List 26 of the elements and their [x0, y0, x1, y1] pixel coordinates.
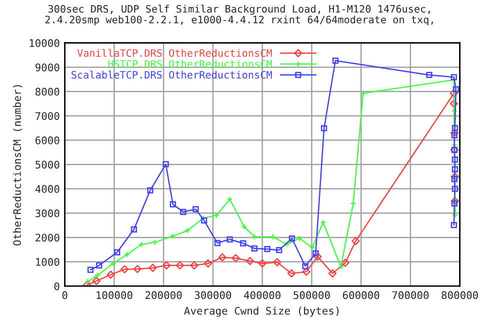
- x-tick-label: 300000: [194, 291, 232, 300]
- y-tick-label: 8000: [36, 88, 60, 96]
- y-tick-label: 0: [54, 282, 60, 290]
- x-tick-label: 200000: [146, 291, 182, 300]
- chart-title: 300sec DRS, UDP Self Similar Background Load, H1-M120 1476usec, 2.4.20smp web100-2.2.1, e1000-4.4.12 rxint 64/64moderate on txq,: [45, 4, 433, 26]
- y-tick-label: 7000: [36, 112, 60, 120]
- legend-label: HSTCP.DRS OtherReductionsCM: [108, 60, 272, 68]
- x-tick-label: 800000: [442, 291, 478, 300]
- x-axis-title: Average Cwnd Size (bytes): [184, 306, 339, 317]
- x-tick-label: 400000: [244, 291, 280, 300]
- x-tick-label: 0: [62, 291, 68, 300]
- x-tick-label: 100000: [96, 291, 132, 300]
- legend-label: ScalableTCP.DRS OtherReductionsCM: [72, 70, 272, 79]
- y-tick-label: 6000: [36, 136, 60, 144]
- x-tick-label: 700000: [392, 291, 429, 300]
- y-axis-title: OtherReductionsCM (number): [12, 85, 22, 246]
- y-tick-label: 9000: [36, 63, 60, 72]
- y-tick-label: 10000: [30, 39, 60, 48]
- y-tick-label: 5000: [36, 160, 60, 169]
- y-tick-label: 3000: [36, 209, 60, 218]
- y-tick-label: 4000: [35, 185, 60, 193]
- legend-label: VanillaTCP.DRS OtherReductionsCM: [77, 48, 272, 57]
- x-tick-label: 600000: [342, 291, 380, 300]
- x-tick-label: 500000: [294, 291, 330, 300]
- y-tick-label: 2000: [36, 234, 60, 242]
- y-tick-label: 1000: [36, 258, 60, 266]
